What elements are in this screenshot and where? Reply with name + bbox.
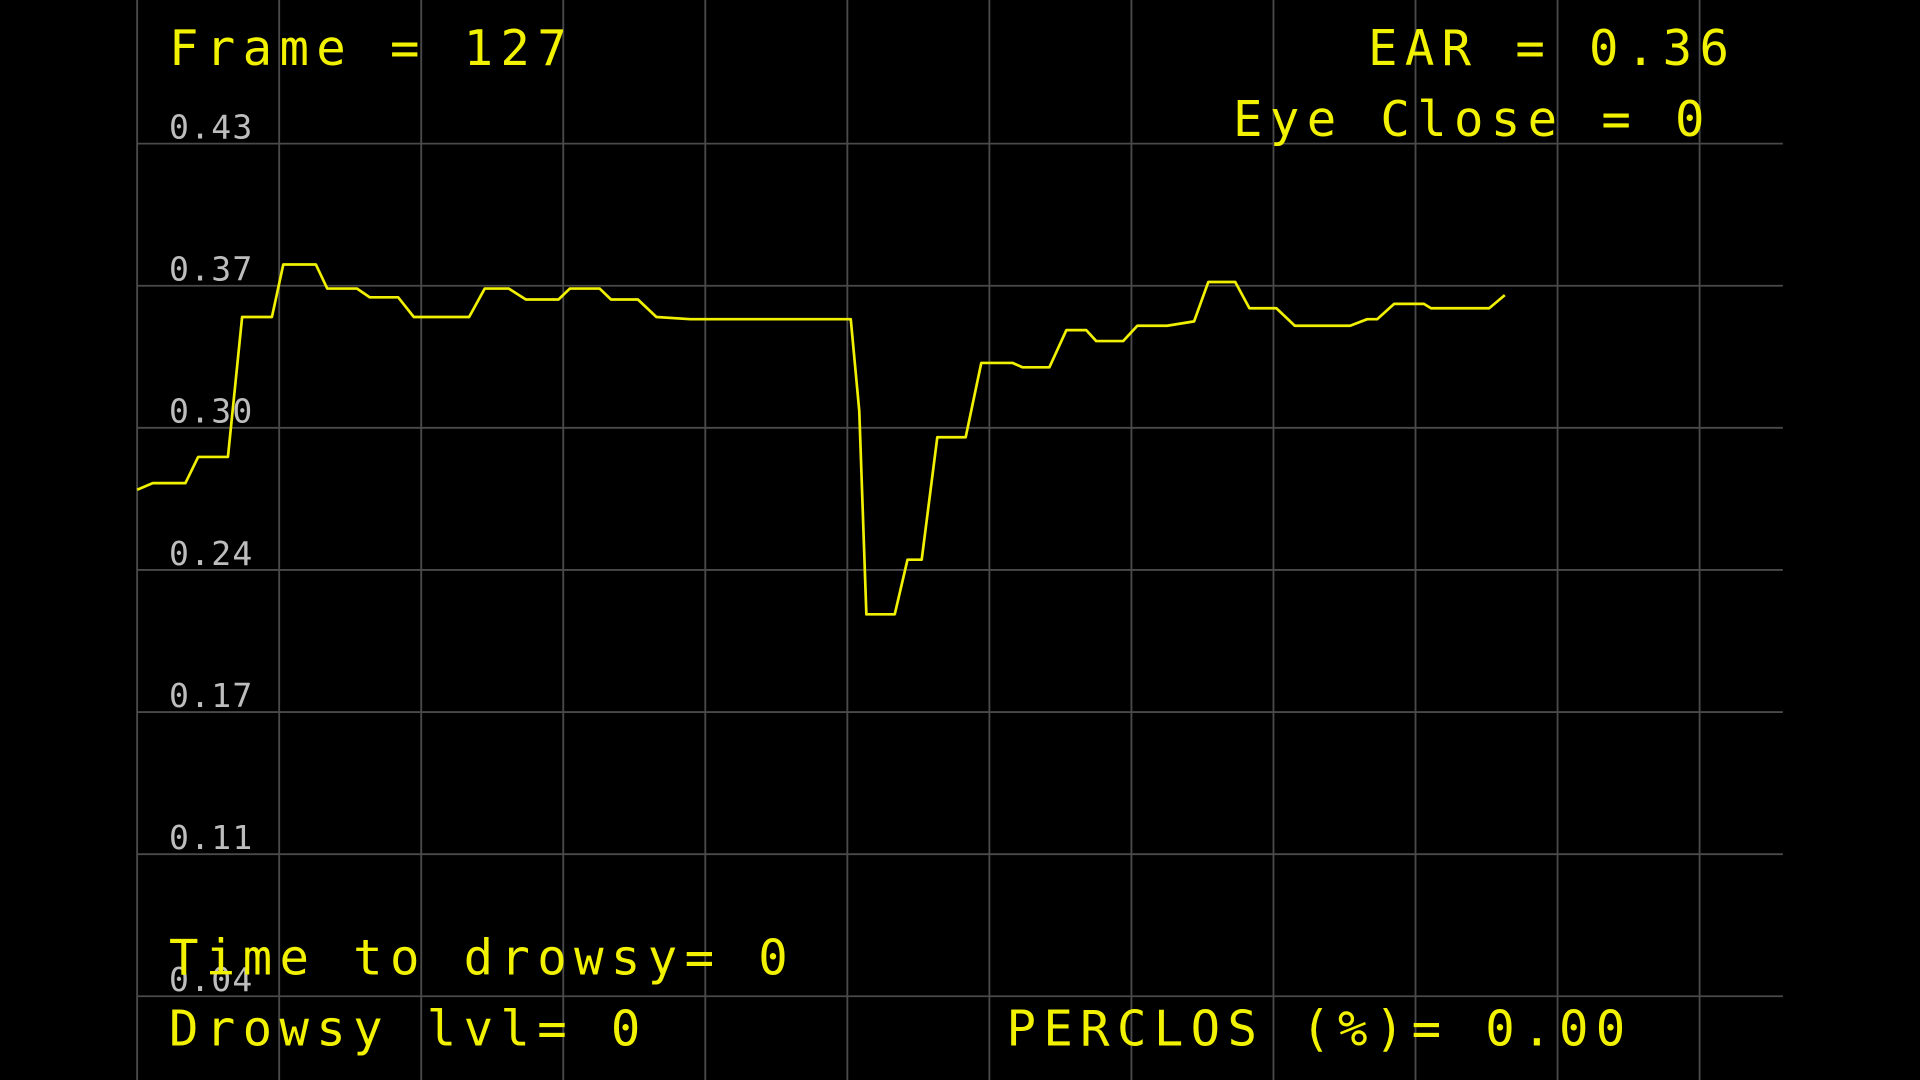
time-to-drowsy: Time to drowsy= 0 — [169, 930, 795, 987]
y-tick-label: 0.17 — [169, 676, 253, 715]
perclos: PERCLOS (%)= 0.00 — [1007, 1001, 1633, 1058]
frame-count: Frame = 127 — [169, 20, 574, 77]
y-tick-label: 0.43 — [169, 107, 253, 146]
ear-value: EAR = 0.36 — [1368, 20, 1736, 77]
drowsy-level: Drowsy lvl= 0 — [169, 1001, 648, 1058]
y-tick-label: 0.24 — [169, 534, 253, 573]
y-tick-label: 0.37 — [169, 250, 253, 289]
y-tick-label: 0.04 — [169, 960, 253, 999]
ear-line — [136, 263, 1506, 616]
eye-close: Eye Close = 0 — [1233, 91, 1712, 148]
y-tick-label: 0.30 — [169, 392, 253, 431]
y-tick-label: 0.11 — [169, 818, 253, 857]
